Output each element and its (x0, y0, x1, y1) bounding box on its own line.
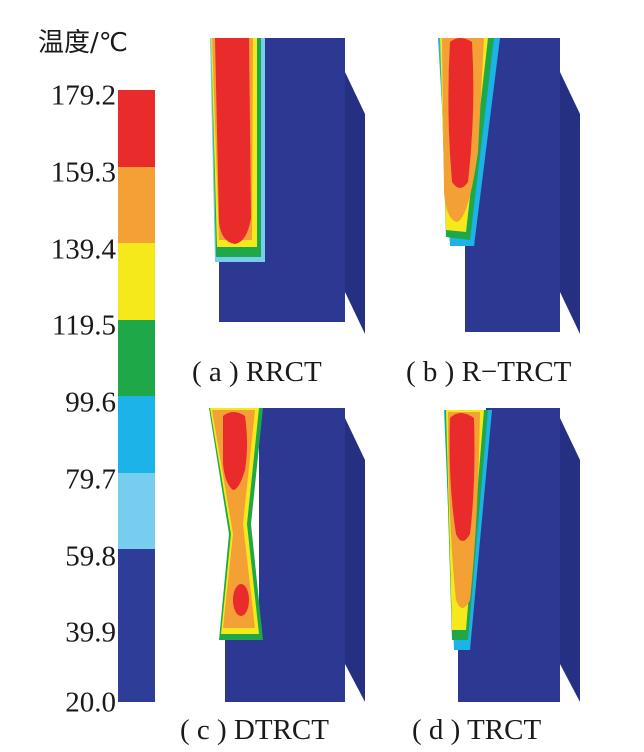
legend-tick: 179.2 (50, 79, 116, 112)
colorbar-band (118, 90, 155, 167)
block-front-face (225, 408, 345, 702)
zone-red (215, 38, 251, 244)
legend-tick: 139.4 (50, 233, 116, 266)
legend-tick: 59.8 (65, 540, 116, 573)
colorbar-band (118, 396, 155, 473)
zone-red (449, 413, 475, 541)
block-side-face (345, 418, 365, 702)
colorbar-band (118, 549, 155, 626)
panel-trct-render (444, 408, 580, 702)
colorbar-band (118, 243, 155, 320)
colorbar-band (118, 319, 155, 396)
panel-dtrct-render (209, 408, 365, 702)
colorbar-band (118, 625, 155, 702)
panel-dtrct (205, 404, 365, 706)
caption-b: ( b ) R−TRCT (406, 356, 572, 388)
block-side-face (560, 72, 580, 334)
zone-red-upper (223, 412, 247, 490)
panel-trct (430, 404, 590, 706)
legend-tick: 39.9 (65, 616, 116, 649)
panel-r-trct (430, 32, 590, 334)
zone-red (448, 38, 474, 188)
legend-tick: 79.7 (65, 463, 116, 496)
panel-rrct-render (210, 38, 365, 334)
caption-a: ( a ) RRCT (192, 356, 322, 388)
colorbar-band (118, 472, 155, 549)
block-side-face (345, 72, 365, 334)
panel-r-trct-render (438, 38, 580, 334)
block-side-face (560, 418, 580, 702)
caption-c: ( c ) DTRCT (180, 714, 329, 746)
legend-tick: 20.0 (65, 686, 116, 719)
legend-tick: 99.6 (65, 386, 116, 419)
block-front-face (219, 38, 345, 322)
zone-red-lower (233, 584, 249, 616)
legend-tick: 119.5 (51, 309, 116, 342)
caption-d: ( d ) TRCT (412, 714, 542, 746)
legend-tick: 159.3 (50, 156, 116, 189)
panel-rrct (205, 32, 365, 334)
temperature-colorbar (118, 90, 155, 702)
colorbar-band (118, 166, 155, 243)
legend-title: 温度/℃ (38, 28, 128, 58)
